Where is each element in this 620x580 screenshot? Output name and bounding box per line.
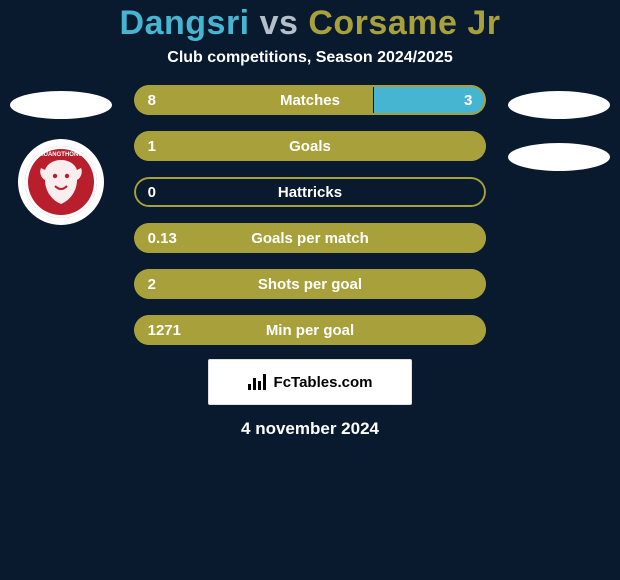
bar-label: Min per goal <box>266 322 354 339</box>
stat-bars: 8 Matches 3 1 Goals 0 Hattricks 0.13 Goals per m… <box>134 85 487 345</box>
comparison-row: MUANGTHONG 8 Matches 3 1 Goals 0 Hattricks 0.13… <box>0 85 620 345</box>
page-title: Dangsri vs Corsame Jr <box>0 4 620 43</box>
right-player-ellipse-1 <box>508 91 610 119</box>
bar-label: Matches <box>280 92 340 109</box>
bar-value-left: 1 <box>148 138 156 155</box>
bull-icon <box>25 146 97 218</box>
bar-chart-icon <box>248 374 268 390</box>
bar-label: Hattricks <box>278 184 342 201</box>
left-club-badge-inner: MUANGTHONG <box>25 146 97 218</box>
date-text: 4 november 2024 <box>0 419 620 439</box>
bar-value-left: 2 <box>148 276 156 293</box>
brand-box[interactable]: FcTables.com <box>208 359 412 405</box>
bar-value-right: 3 <box>464 92 472 109</box>
brand-text: FcTables.com <box>274 374 373 391</box>
bar-label: Goals <box>289 138 331 155</box>
title-vs: vs <box>260 4 299 42</box>
stat-bar: 8 Matches 3 <box>134 85 487 115</box>
bar-value-left: 8 <box>148 92 156 109</box>
bar-value-left: 0.13 <box>148 230 177 247</box>
right-player-column <box>504 85 614 171</box>
bar-value-left: 0 <box>148 184 156 201</box>
bar-label: Shots per goal <box>258 276 362 293</box>
right-player-ellipse-2 <box>508 143 610 171</box>
left-player-ellipse <box>10 91 112 119</box>
stat-bar: 1 Goals <box>134 131 487 161</box>
content-root: Dangsri vs Corsame Jr Club competitions,… <box>0 0 620 580</box>
stat-bar: 1271 Min per goal <box>134 315 487 345</box>
title-player1: Dangsri <box>120 4 250 42</box>
left-player-column: MUANGTHONG <box>6 85 116 225</box>
stat-bar: 0.13 Goals per match <box>134 223 487 253</box>
bar-label: Goals per match <box>251 230 369 247</box>
subtitle: Club competitions, Season 2024/2025 <box>0 49 620 67</box>
left-club-badge: MUANGTHONG <box>18 139 104 225</box>
stat-bar: 0 Hattricks <box>134 177 487 207</box>
stat-bar: 2 Shots per goal <box>134 269 487 299</box>
bar-value-left: 1271 <box>148 322 181 339</box>
title-player2: Corsame Jr <box>308 4 500 42</box>
